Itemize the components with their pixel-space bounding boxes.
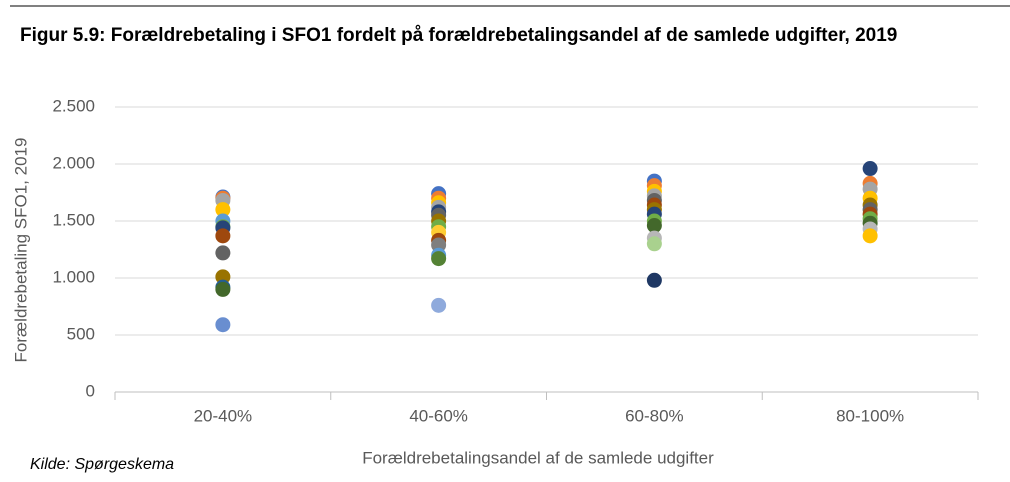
x-tick-label: 80-100% — [836, 406, 904, 425]
point — [431, 251, 447, 267]
x-tick-label: 60-80% — [625, 406, 684, 425]
point — [862, 228, 878, 244]
point — [215, 269, 231, 285]
point — [862, 161, 878, 177]
point — [215, 228, 231, 244]
point — [431, 297, 447, 313]
point — [646, 272, 662, 288]
y-tick-label: 500 — [67, 324, 95, 343]
source-note: Kilde: Spørgeskema — [30, 456, 175, 473]
y-tick-label: 0 — [86, 381, 95, 400]
point — [215, 245, 231, 261]
y-tick-label: 1.500 — [52, 210, 95, 229]
point — [215, 317, 231, 333]
point — [215, 281, 231, 297]
point — [215, 202, 231, 218]
x-tick-label: 40-60% — [409, 406, 468, 425]
point — [646, 218, 662, 234]
chart-title: Figur 5.9: Forældrebetaling i SFO1 forde… — [20, 25, 898, 46]
y-axis-label: Forældrebetaling SFO1, 2019 — [11, 138, 30, 363]
y-tick-label: 1.000 — [52, 267, 95, 286]
x-axis-label: Forældrebetalingsandel af de samlede udg… — [362, 448, 714, 467]
point — [646, 236, 662, 252]
x-tick-label: 20-40% — [194, 406, 253, 425]
point — [431, 237, 447, 253]
y-tick-label: 2.500 — [52, 96, 95, 115]
y-tick-label: 2.000 — [52, 153, 95, 172]
